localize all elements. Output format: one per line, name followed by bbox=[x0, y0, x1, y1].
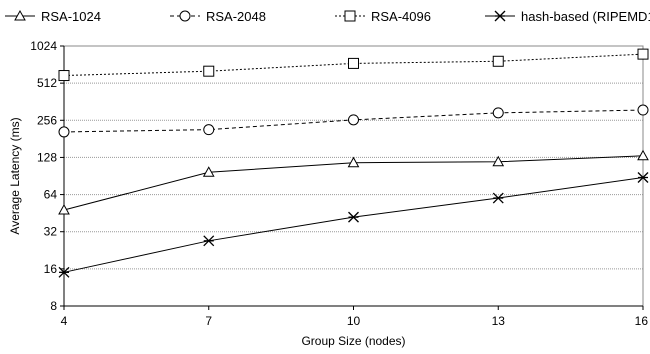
series-triangle bbox=[58, 149, 649, 215]
data-point bbox=[637, 104, 649, 116]
x-tick-label: 13 bbox=[492, 314, 506, 328]
series-circle bbox=[58, 104, 649, 138]
series-asterisk bbox=[58, 172, 649, 278]
y-tick-label: 64 bbox=[44, 188, 58, 202]
data-point bbox=[203, 124, 215, 136]
y-tick-label: 256 bbox=[37, 113, 57, 127]
x-tick-label: 10 bbox=[347, 314, 361, 328]
series-square bbox=[58, 48, 649, 82]
legend-item: hash-based (RIPEMD160) bbox=[485, 9, 650, 24]
plot-frame bbox=[63, 45, 644, 307]
y-tick-label: 128 bbox=[37, 150, 57, 164]
data-point bbox=[637, 172, 649, 183]
legend-label: hash-based (RIPEMD160) bbox=[521, 9, 650, 24]
legend: RSA-1024 RSA-2048 RSA-4096 hash-based (RIPE… bbox=[5, 9, 650, 24]
y-tick-label: 512 bbox=[37, 76, 57, 90]
data-point bbox=[203, 235, 215, 247]
data-point bbox=[348, 211, 359, 223]
data-point bbox=[58, 70, 70, 82]
data-point bbox=[492, 55, 504, 67]
legend-marker bbox=[179, 10, 191, 22]
x-axis-ticks: 4 7 10 13 16 bbox=[61, 46, 649, 328]
legend-marker bbox=[14, 9, 26, 21]
legend-marker bbox=[494, 10, 506, 22]
data-point bbox=[492, 155, 505, 167]
series-layer bbox=[58, 48, 649, 278]
y-axis-ticks: 8 16 32 64 128 256 512 1024 bbox=[30, 39, 64, 313]
data-point bbox=[348, 57, 359, 69]
y-tick-label: 32 bbox=[44, 225, 58, 239]
y-tick-label: 16 bbox=[44, 262, 58, 276]
y-tick-label: 1024 bbox=[30, 39, 57, 53]
data-point bbox=[637, 48, 649, 60]
legend-item: RSA-1024 bbox=[5, 9, 101, 24]
data-point bbox=[492, 107, 504, 119]
data-point bbox=[58, 126, 70, 138]
data-point bbox=[348, 114, 359, 126]
data-point bbox=[203, 65, 215, 77]
legend-label: RSA-4096 bbox=[371, 9, 431, 24]
x-tick-label: 16 bbox=[635, 314, 649, 328]
data-point bbox=[58, 203, 70, 215]
data-point bbox=[58, 266, 70, 278]
data-point bbox=[347, 156, 360, 168]
x-tick-label: 7 bbox=[205, 314, 212, 328]
legend-item: RSA-4096 bbox=[335, 9, 431, 24]
y-tick-label: 8 bbox=[50, 299, 57, 313]
legend-label: RSA-1024 bbox=[41, 9, 101, 24]
series-line bbox=[63, 177, 644, 273]
data-point bbox=[492, 192, 504, 204]
legend-item: RSA-2048 bbox=[170, 9, 266, 24]
data-point bbox=[202, 166, 215, 177]
x-axis-title: Group Size (nodes) bbox=[301, 334, 405, 348]
legend-marker bbox=[344, 10, 356, 22]
data-point bbox=[637, 149, 649, 161]
y-axis-title: Average Latency (ms) bbox=[8, 117, 22, 234]
legend-label: RSA-2048 bbox=[206, 9, 266, 24]
x-tick-label: 4 bbox=[61, 314, 68, 328]
gridlines bbox=[64, 82, 643, 270]
